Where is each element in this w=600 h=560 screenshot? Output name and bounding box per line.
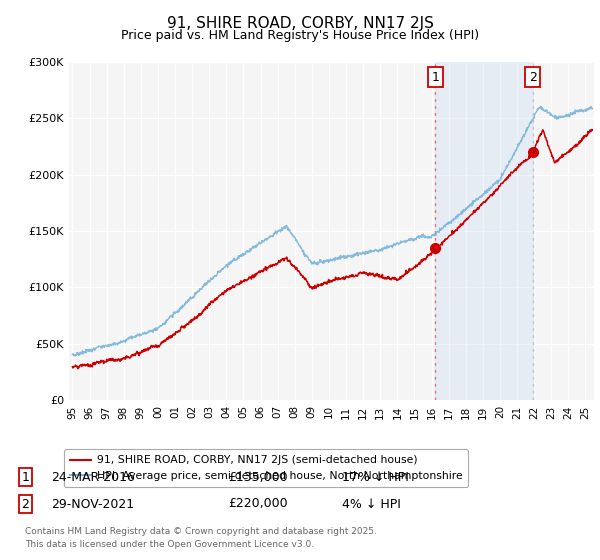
Text: 4% ↓ HPI: 4% ↓ HPI [342, 497, 401, 511]
Text: 1: 1 [21, 470, 29, 484]
Text: 1: 1 [431, 71, 439, 83]
Bar [436, 62, 533, 400]
Text: Price paid vs. HM Land Registry's House Price Index (HPI): Price paid vs. HM Land Registry's House … [121, 29, 479, 42]
Legend: 91, SHIRE ROAD, CORBY, NN17 2JS (semi-detached house), HPI: Average price, semi-: 91, SHIRE ROAD, CORBY, NN17 2JS (semi-de… [64, 450, 469, 487]
Text: 24-MAR-2016: 24-MAR-2016 [51, 470, 135, 484]
Text: 29-NOV-2021: 29-NOV-2021 [51, 497, 134, 511]
Text: Contains HM Land Registry data © Crown copyright and database right 2025.
This d: Contains HM Land Registry data © Crown c… [25, 526, 377, 549]
Text: 2: 2 [21, 497, 29, 511]
Text: £135,000: £135,000 [228, 470, 287, 484]
Text: 2: 2 [529, 71, 537, 83]
Text: £220,000: £220,000 [228, 497, 287, 511]
Text: 17% ↓ HPI: 17% ↓ HPI [342, 470, 409, 484]
Text: 91, SHIRE ROAD, CORBY, NN17 2JS: 91, SHIRE ROAD, CORBY, NN17 2JS [167, 16, 433, 31]
